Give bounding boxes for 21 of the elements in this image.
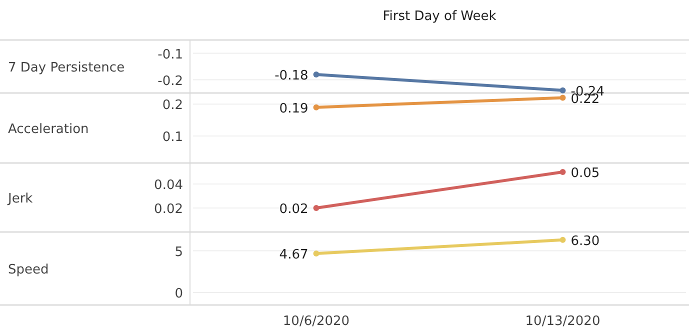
data-label: 0.02 (279, 202, 308, 217)
y-axis-title: Jerk (7, 192, 34, 206)
data-label: -0.18 (274, 68, 308, 84)
y-tick-label: 0.04 (154, 178, 183, 193)
data-label: 0.19 (279, 101, 308, 116)
y-axis-title: 7 Day Persistence (8, 60, 125, 76)
y-axis-title: Acceleration (8, 122, 89, 137)
y-tick-label: 0.2 (162, 98, 183, 114)
data-label: 6.30 (570, 234, 600, 249)
y-tick-label: 0 (174, 286, 183, 302)
data-label: 0.05 (570, 166, 600, 181)
data-label: 4.67 (279, 248, 308, 263)
y-axis-title: Speed (8, 262, 49, 278)
y-tick-label: 5 (174, 244, 183, 260)
y-tick-label: 0.02 (154, 202, 183, 217)
chart-title: First Day of Week (382, 9, 497, 24)
x-tick-label: 10/6/2020 (282, 314, 350, 329)
y-tick-label: -0.2 (158, 74, 183, 89)
y-tick-label: -0.1 (158, 47, 183, 62)
x-tick-label: 10/13/2020 (525, 314, 600, 329)
y-tick-label: 0.1 (162, 130, 183, 145)
